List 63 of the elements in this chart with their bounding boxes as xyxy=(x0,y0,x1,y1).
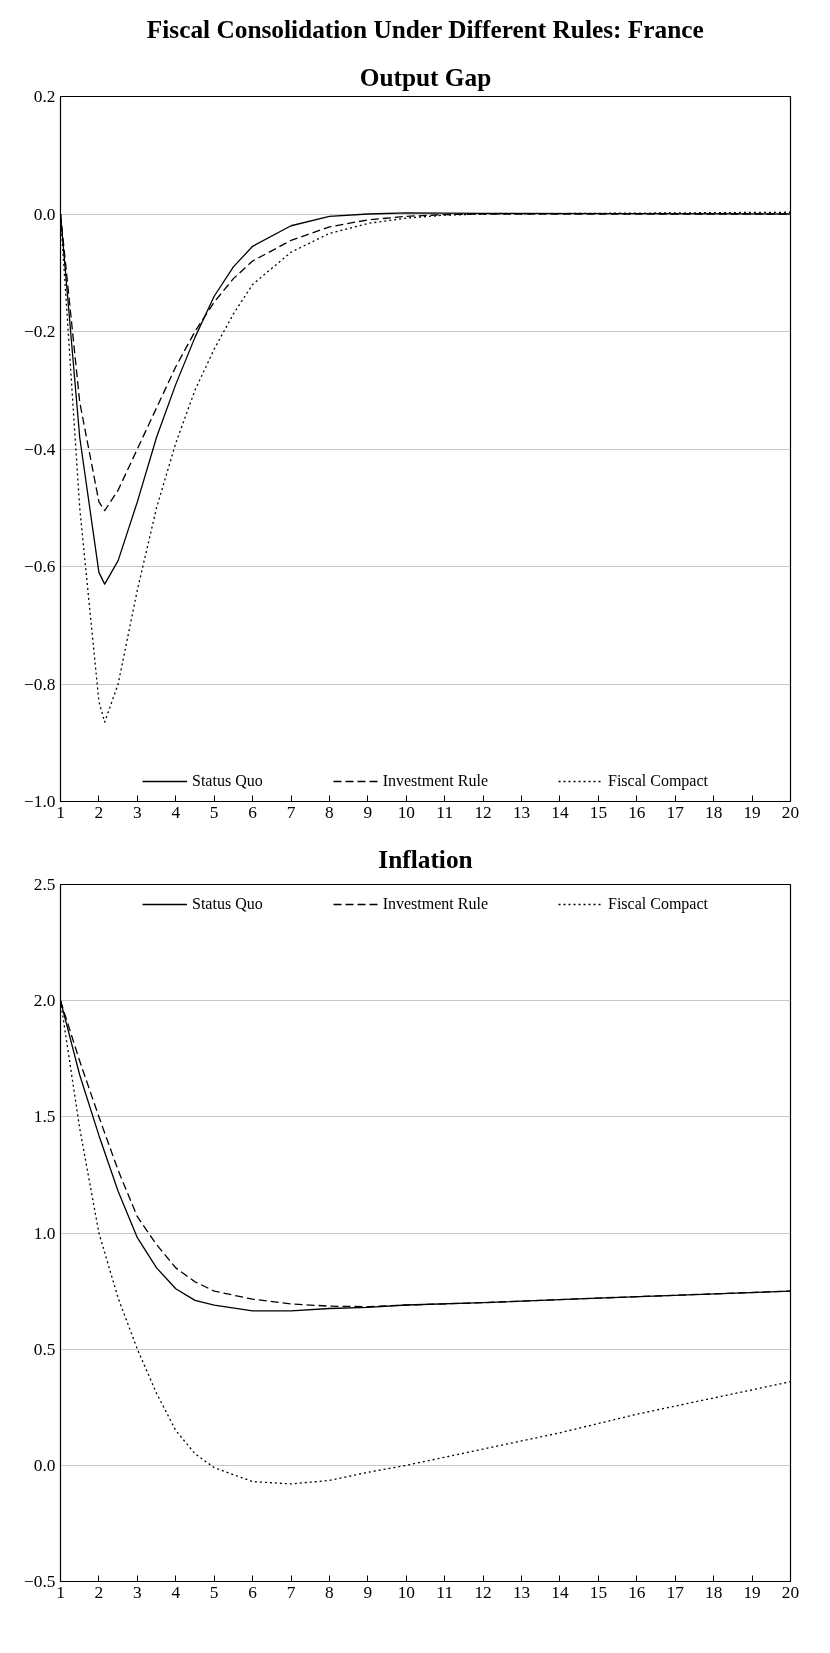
legend-label: Status Quo xyxy=(192,895,263,913)
x-tick-label: 14 xyxy=(551,1582,569,1602)
y-tick-label: −0.2 xyxy=(24,322,56,341)
x-tick-label: 10 xyxy=(397,1582,415,1602)
x-tick-label: 6 xyxy=(248,1582,258,1602)
x-tick-label: 14 xyxy=(551,802,569,822)
legend-label: Investment Rule xyxy=(382,772,488,790)
x-tick-label: 18 xyxy=(704,802,723,822)
x-tick-label: 19 xyxy=(743,802,761,822)
x-tick-label: 12 xyxy=(474,802,492,822)
x-tick-label: 16 xyxy=(628,1582,646,1602)
chart-title: Inflation xyxy=(378,844,473,873)
x-tick-label: 4 xyxy=(171,1582,181,1602)
x-tick-label: 2 xyxy=(94,1582,104,1602)
legend-label: Fiscal Compact xyxy=(608,895,708,913)
x-tick-label: 3 xyxy=(133,1582,142,1602)
x-tick-label: 13 xyxy=(512,1582,531,1602)
x-tick-label: 20 xyxy=(781,802,800,822)
legend-label: Fiscal Compact xyxy=(608,772,708,790)
y-tick-label: −0.4 xyxy=(24,439,56,459)
y-tick-label: 0.2 xyxy=(33,87,56,106)
y-tick-label: 2.0 xyxy=(33,991,56,1011)
x-tick-label: 15 xyxy=(589,802,608,822)
y-tick-label: 0.0 xyxy=(33,1455,56,1475)
x-tick-label: 15 xyxy=(589,1582,608,1602)
y-tick-label: 0.0 xyxy=(33,204,56,224)
x-tick-label: 5 xyxy=(209,802,219,822)
legend-label: Investment Rule xyxy=(382,895,488,913)
y-tick-label: −1.0 xyxy=(24,792,56,811)
x-tick-label: 2 xyxy=(94,802,104,822)
x-tick-label: 10 xyxy=(397,802,415,822)
x-tick-label: 8 xyxy=(325,802,334,822)
x-tick-label: 20 xyxy=(781,1582,800,1602)
x-tick-label: 12 xyxy=(474,1582,492,1602)
y-tick-label: 0.5 xyxy=(33,1339,56,1359)
legend-label: Status Quo xyxy=(192,772,263,790)
x-tick-label: 3 xyxy=(133,802,142,822)
x-tick-label: 19 xyxy=(743,1582,761,1602)
chart-title: Fiscal Consolidation Under Different Rules: France xyxy=(146,14,704,43)
y-tick-label: −0.8 xyxy=(24,674,56,694)
x-tick-label: 1 xyxy=(56,1582,65,1602)
x-tick-label: 13 xyxy=(512,802,531,822)
x-tick-label: 16 xyxy=(628,802,646,822)
y-tick-label: 1.0 xyxy=(33,1223,56,1243)
x-tick-label: 9 xyxy=(363,1582,373,1602)
x-tick-label: 18 xyxy=(704,1582,723,1602)
x-tick-label: 7 xyxy=(286,1582,296,1602)
x-tick-label: 5 xyxy=(209,1582,219,1602)
chart-subtitle: Output Gap xyxy=(359,62,492,91)
y-tick-label: 1.5 xyxy=(33,1107,56,1127)
y-tick-label: −0.5 xyxy=(24,1572,56,1591)
y-tick-label: −0.6 xyxy=(24,557,56,576)
x-tick-label: 7 xyxy=(286,802,296,822)
x-tick-label: 17 xyxy=(666,1582,685,1602)
x-tick-label: 4 xyxy=(171,802,181,822)
x-tick-label: 11 xyxy=(436,1582,454,1602)
x-tick-label: 1 xyxy=(56,802,65,822)
x-tick-label: 8 xyxy=(325,1582,334,1602)
x-tick-label: 6 xyxy=(248,802,258,822)
x-tick-label: 9 xyxy=(363,802,373,822)
x-tick-label: 17 xyxy=(666,802,685,822)
x-tick-label: 11 xyxy=(436,802,454,822)
y-tick-label: 2.5 xyxy=(33,875,56,894)
